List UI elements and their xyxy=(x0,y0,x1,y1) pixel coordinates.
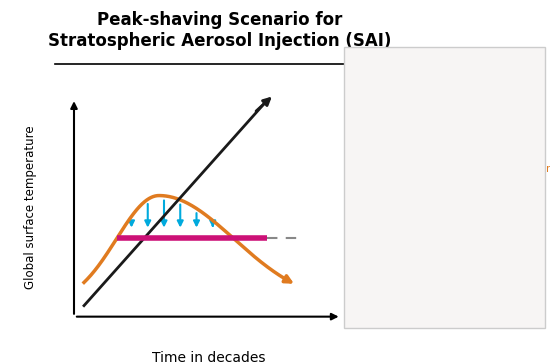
Text: Assumed stabilization
temperature: Assumed stabilization temperature xyxy=(385,292,500,316)
Text: Temperature offset
due to SAI: Temperature offset due to SAI xyxy=(385,258,484,281)
Text: Limited/no mitigation:
high-end global warming: Limited/no mitigation: high-end global w… xyxy=(385,89,515,112)
Text: Aggressive mitigation
and CO: Aggressive mitigation and CO xyxy=(385,138,499,162)
Text: Time in decades: Time in decades xyxy=(152,351,266,364)
Text: Peak-shaving: SAI with
aggressive mitigation
and CDR: Peak-shaving: SAI with aggressive mitiga… xyxy=(385,202,504,238)
Text: removal (CDR):
low-end global warming: removal (CDR): low-end global warming xyxy=(434,150,550,174)
Text: Scenarios:: Scenarios: xyxy=(358,67,431,80)
Text: 2: 2 xyxy=(430,152,436,161)
Text: Global surface temperature: Global surface temperature xyxy=(24,126,37,289)
Text: Peak-shaving Scenario for
Stratospheric Aerosol Injection (SAI): Peak-shaving Scenario for Stratospheric … xyxy=(48,11,392,50)
